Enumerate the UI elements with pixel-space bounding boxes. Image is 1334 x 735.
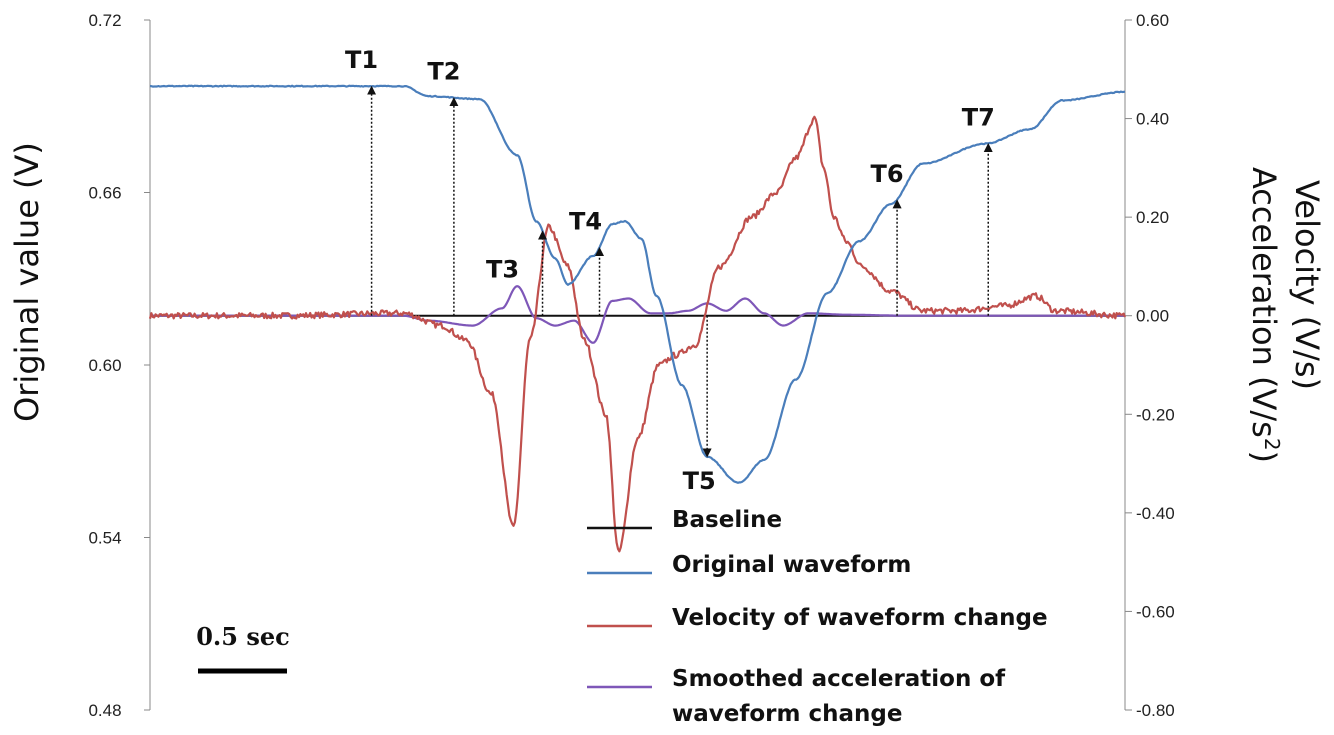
series-line [149,84,1126,484]
right-axis-tick-label: -0.60 [1136,602,1175,621]
legend: Baseline Original waveform Velocity of wav… [587,507,1048,727]
right-axis-tick-label: 0.40 [1136,110,1169,129]
scale-bar-label: 0.5 sec [196,622,290,651]
right-axis-tick-label: -0.80 [1136,701,1175,720]
left-axis-tick-label: 0.54 [88,529,121,548]
series-line [150,285,1125,344]
event-label: T4 [569,208,602,236]
legend-label: Baseline [672,507,782,533]
right-axis-tick-label: -0.20 [1136,405,1175,424]
event-label: T7 [962,103,995,131]
left-axis-title: Original value (V) [8,142,46,422]
left-axis-tick-label: 0.66 [88,184,121,203]
right-axis-tick-label: 0.20 [1136,208,1169,227]
right-axis-title-acceleration: Acceleration (V/s2) [1245,167,1284,463]
legend-label: Original waveform [672,552,911,578]
event-label: T5 [683,467,716,495]
right-axis-tick-label: -0.40 [1136,504,1175,523]
event-label: T6 [871,160,904,188]
right-axis-tick-label: 0.60 [1136,11,1169,30]
legend-label-continued: waveform change [672,701,902,727]
event-label: T1 [345,46,378,74]
left-axis: 0.72 0.66 0.60 0.54 0.48 Original value (V) [8,11,151,720]
right-axis-title-velocity: Velocity (V/s) [1288,180,1326,390]
events-layer: T1 T2 T3 T4 T5 T6 T7 [345,46,995,495]
series-layer [148,84,1127,553]
legend-label: Smoothed acceleration of [672,666,1006,692]
right-axis-tick-label: 0.00 [1136,307,1169,326]
legend-label: Velocity of waveform change [672,605,1048,631]
scale-bar: 0.5 sec [196,622,290,674]
left-axis-tick-label: 0.48 [88,701,121,720]
series-line [148,115,1127,553]
left-axis-tick-label: 0.72 [88,11,121,30]
right-axis: 0.60 0.40 0.20 0.00 -0.20 -0.40 -0.60 -0.80 Vel… [1124,11,1326,720]
event-label: T2 [427,58,460,86]
left-axis-tick-label: 0.60 [88,356,121,375]
event-label: T3 [486,256,519,284]
